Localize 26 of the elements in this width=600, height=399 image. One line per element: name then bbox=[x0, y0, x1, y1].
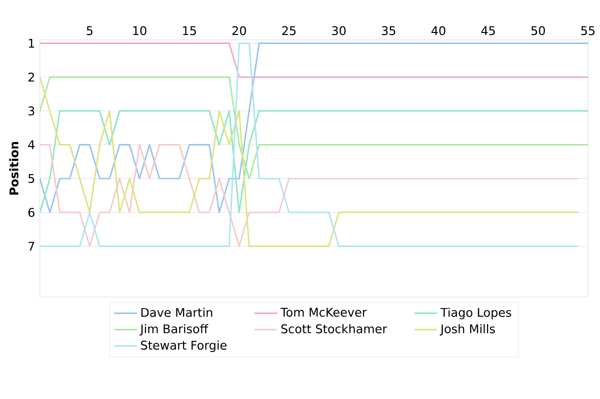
legend-label: Dave Martin bbox=[141, 308, 212, 318]
x-tick-label: 55 bbox=[581, 26, 595, 36]
y-tick-label: 4 bbox=[28, 140, 35, 150]
legend-label: Scott Stockhamer bbox=[281, 324, 388, 334]
y-tick-label: 7 bbox=[28, 242, 34, 251]
y-tick-label: 6 bbox=[28, 208, 34, 218]
legend-label: Tom McKeever bbox=[280, 308, 367, 317]
x-tick-label: 20 bbox=[232, 26, 246, 36]
y-axis-title: Position bbox=[9, 142, 18, 195]
x-tick-label: 25 bbox=[282, 26, 296, 36]
legend-label: Stewart Forgie bbox=[141, 340, 227, 352]
x-tick-label: 5 bbox=[86, 26, 92, 36]
y-tick-label: 5 bbox=[28, 174, 34, 184]
x-tick-label: 45 bbox=[481, 26, 495, 36]
x-tick-label: 35 bbox=[382, 26, 396, 36]
y-tick-label: 2 bbox=[28, 72, 34, 82]
x-tick-label: 40 bbox=[431, 26, 446, 36]
x-tick-label: 15 bbox=[183, 26, 196, 36]
legend-label: Tiago Lopes bbox=[440, 308, 512, 320]
y-tick-label: 1 bbox=[28, 39, 34, 48]
legend-label: Jim Barisoff bbox=[140, 324, 208, 336]
y-tick-label: 3 bbox=[28, 106, 34, 116]
x-tick-label: 30 bbox=[332, 26, 346, 36]
x-tick-label: 50 bbox=[531, 26, 545, 36]
legend-label: Josh Mills bbox=[440, 324, 495, 336]
x-tick-label: 10 bbox=[133, 26, 146, 36]
